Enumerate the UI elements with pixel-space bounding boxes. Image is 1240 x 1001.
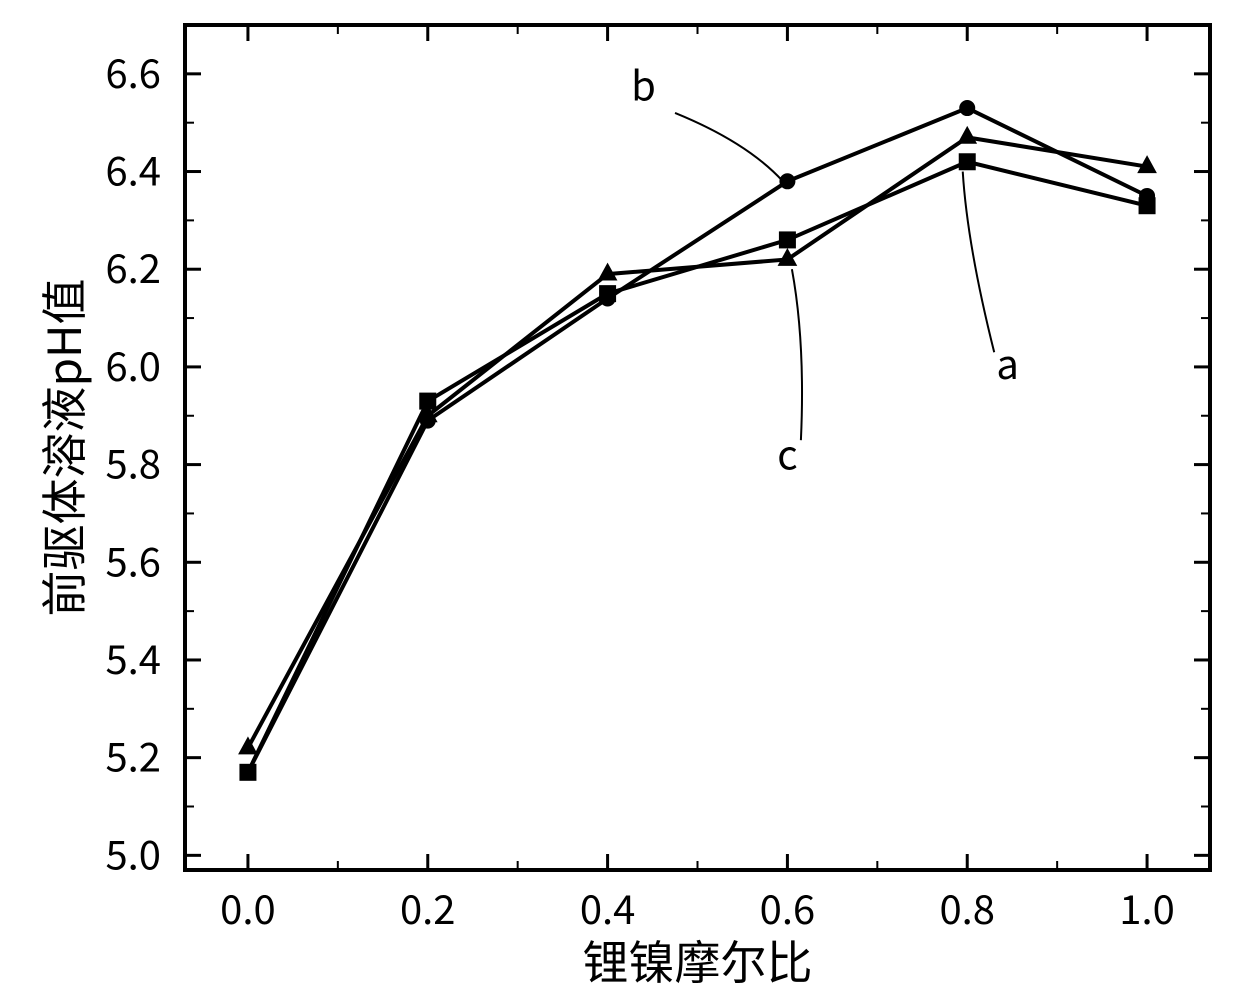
y-tick-label: 6.2	[105, 237, 161, 295]
callout-b-label: b	[631, 55, 656, 113]
series-c-line	[248, 137, 1147, 748]
x-tick-label: 1.0	[1119, 878, 1175, 936]
callout-c-line	[792, 269, 802, 440]
y-tick-label: 6.4	[105, 140, 161, 198]
series-b-marker	[960, 101, 975, 116]
callout-a-line	[963, 172, 994, 353]
callout-a-label: a	[996, 333, 1019, 391]
series-a-marker	[959, 154, 975, 170]
line-chart: 0.00.20.40.60.81.0锂镍摩尔比5.05.25.45.65.86.…	[0, 0, 1240, 1001]
series-b-marker	[240, 765, 255, 780]
series-b-marker	[1140, 188, 1155, 203]
y-tick-label: 6.0	[105, 335, 161, 393]
x-tick-label: 0.8	[939, 878, 995, 936]
series-a-line	[248, 162, 1147, 773]
series-a-marker	[779, 232, 795, 248]
y-tick-label: 5.2	[105, 726, 161, 784]
x-tick-label: 0.2	[400, 878, 456, 936]
series-c-marker	[958, 127, 976, 143]
y-tick-label: 5.6	[105, 530, 161, 588]
y-tick-label: 5.8	[105, 433, 161, 491]
callout-b-line	[675, 113, 783, 181]
series-b-marker	[600, 291, 615, 306]
y-tick-label: 6.6	[105, 42, 161, 100]
x-axis-label: 锂镍摩尔比	[583, 927, 813, 993]
x-tick-label: 0.0	[220, 878, 276, 936]
y-tick-label: 5.4	[105, 628, 161, 686]
series-b-line	[248, 108, 1147, 772]
y-tick-label: 5.0	[105, 823, 161, 881]
callout-c-label: c	[777, 423, 797, 481]
y-axis-label: 前驱体溶液pH值	[29, 278, 95, 616]
